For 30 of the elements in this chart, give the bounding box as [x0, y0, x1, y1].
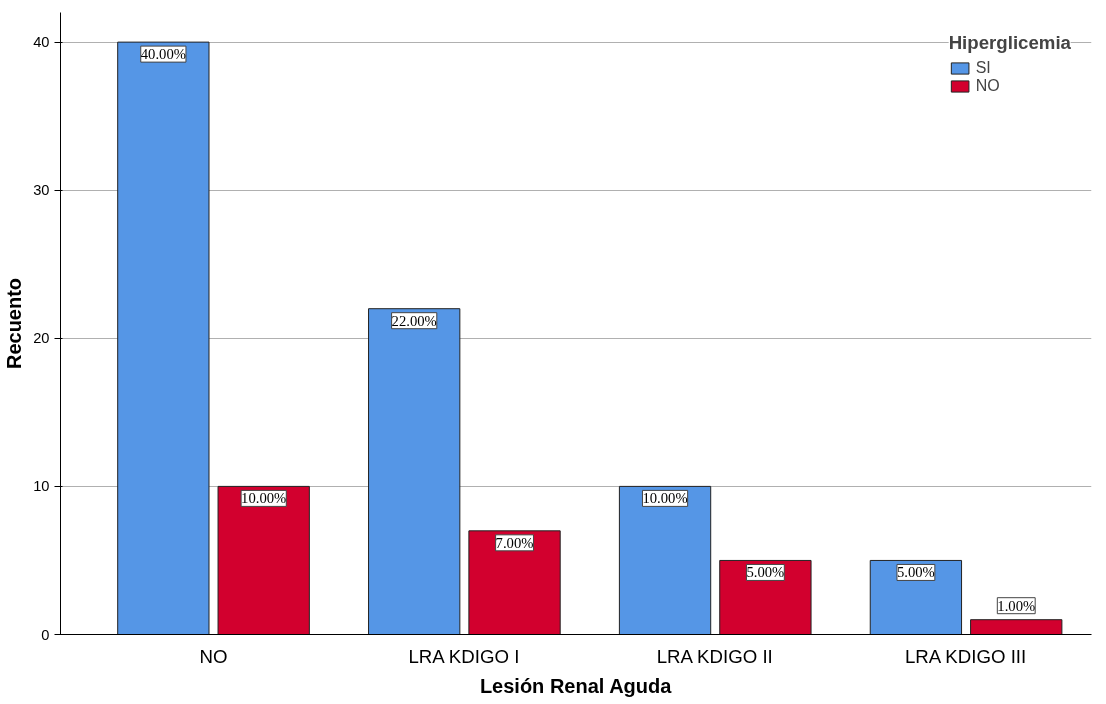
legend-label: SI [975, 59, 992, 77]
data-label: 5.00% [896, 564, 935, 581]
x-axis-title: Lesión Renal Aguda [479, 674, 673, 697]
y-tick-label: 0 [41, 626, 50, 643]
y-tick-label: 30 [33, 182, 50, 199]
bar [719, 559, 812, 635]
data-label: 22.00% [391, 312, 437, 329]
bar [618, 485, 712, 635]
bar [217, 485, 310, 635]
legend-title: Hiperglicemia [948, 32, 1071, 54]
data-label: 10.00% [642, 490, 688, 507]
bar [468, 530, 561, 635]
x-tick-label: LRA KDIGO III [904, 645, 1027, 667]
x-tick-label: LRA KDIGO I [408, 645, 520, 667]
x-tick-label: LRA KDIGO II [656, 645, 773, 667]
data-label: 5.00% [746, 564, 785, 581]
x-tick-label: NO [199, 645, 228, 667]
data-label: 7.00% [495, 534, 534, 551]
bar [117, 41, 210, 635]
data-label: 1.00% [997, 597, 1036, 614]
bar [970, 619, 1063, 635]
legend-label: NO [975, 77, 1000, 95]
bar [869, 559, 963, 635]
y-tick-label: 40 [33, 34, 50, 51]
y-tick-label: 10 [33, 478, 50, 495]
y-tick-label: 20 [33, 330, 50, 347]
bar [368, 308, 461, 635]
data-label: 40.00% [140, 46, 186, 63]
y-axis-title: Recuento [3, 277, 26, 370]
data-label: 10.00% [241, 490, 287, 507]
